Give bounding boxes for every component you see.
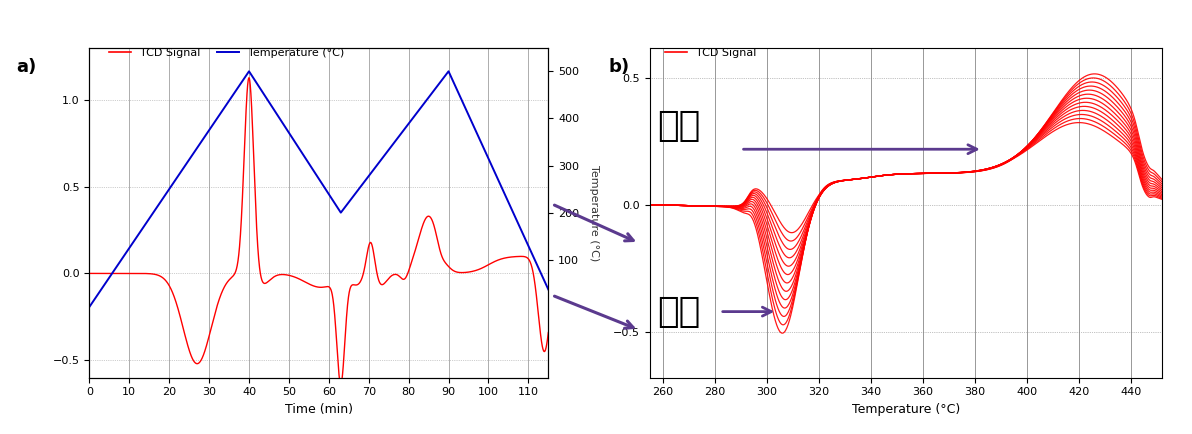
Text: b): b) bbox=[609, 58, 629, 76]
Y-axis label: Temperature (°C): Temperature (°C) bbox=[589, 164, 598, 261]
Legend: TCD Signal: TCD Signal bbox=[660, 43, 760, 62]
Text: 흥슩: 흥슩 bbox=[658, 295, 701, 329]
Text: 탈슩: 탈슩 bbox=[658, 109, 701, 143]
Text: a): a) bbox=[15, 58, 36, 76]
X-axis label: Temperature (°C): Temperature (°C) bbox=[852, 403, 960, 416]
Legend: TCD Signal, Temperature (°C): TCD Signal, Temperature (°C) bbox=[104, 43, 348, 62]
X-axis label: Time (min): Time (min) bbox=[285, 403, 353, 416]
